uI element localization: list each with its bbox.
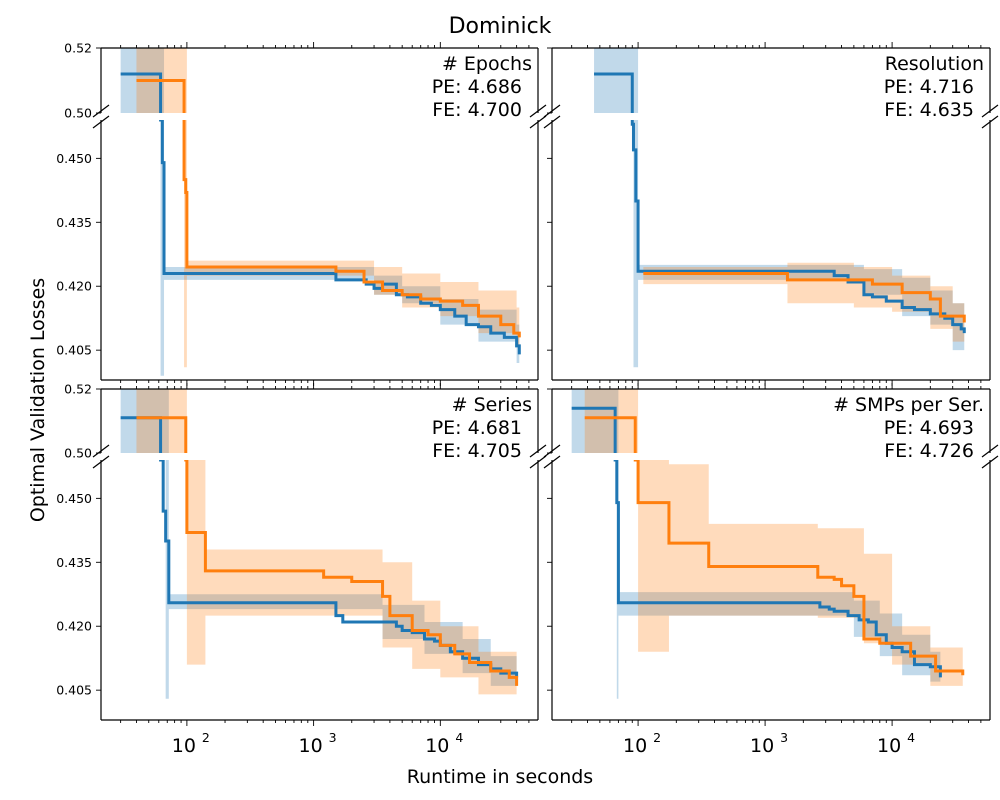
panel-epochs: 0.52 0.50 0.450 0.435 0.420 0.405 # EpochsPE: …: [56, 41, 547, 386]
panel-title: # Series: [452, 394, 532, 416]
y-tick-label: 0.435: [56, 215, 92, 230]
panel-title: # Epochs: [442, 53, 532, 75]
y-tick-label: 0.405: [56, 343, 92, 358]
x-tick-exponent: 3: [780, 730, 788, 745]
confidence-band-orange: [136, 389, 517, 699]
y-axis-label: Optimal Validation Losses: [27, 278, 49, 522]
x-tick-exponent: 4: [907, 730, 915, 745]
series-line-orange: [136, 416, 519, 686]
panel-title: # SMPs per Ser.: [833, 394, 984, 416]
axis-break-mark: [92, 115, 110, 129]
x-tick-label: 10: [750, 735, 774, 757]
panel-title: Resolution: [885, 53, 984, 75]
pe-score: PE: 4.693: [884, 417, 974, 439]
series-line-orange: [643, 271, 966, 323]
x-tick-label: 10: [877, 735, 901, 757]
fe-score: FE: 4.726: [884, 440, 974, 462]
y-tick-label: 0.50: [64, 106, 92, 121]
plot-area: [120, 48, 521, 376]
plot-area: [120, 389, 519, 699]
series-line-blue: [571, 406, 942, 678]
x-tick-exponent: 4: [455, 730, 463, 745]
axis-break-mark: [92, 104, 110, 118]
y-tick-label: 0.50: [64, 446, 92, 461]
y-tick-label: 0.52: [64, 382, 92, 397]
plot-area: [571, 389, 965, 699]
plot-area: [594, 48, 966, 368]
confidence-band-orange: [136, 48, 520, 368]
axis-break-mark: [529, 444, 547, 458]
axis-break-mark: [529, 455, 547, 469]
x-tick-label: 10: [172, 735, 196, 757]
pe-score: PE: 4.681: [432, 417, 522, 439]
confidence-band-orange: [584, 389, 963, 691]
y-tick-label: 0.435: [56, 555, 92, 570]
axis-break-mark: [92, 444, 110, 458]
axis-break-mark: [981, 115, 999, 129]
axis-break-mark: [92, 455, 110, 469]
fe-score: FE: 4.635: [884, 99, 974, 121]
axis-break-mark: [981, 455, 999, 469]
confidence-band-blue: [594, 48, 965, 368]
axis-break-mark: [529, 115, 547, 129]
x-tick-exponent: 2: [202, 730, 210, 745]
axis-break-mark: [543, 444, 561, 458]
pe-score: PE: 4.686: [432, 76, 522, 98]
x-tick-exponent: 3: [329, 730, 337, 745]
series-line-blue: [594, 72, 966, 334]
y-tick-label: 0.420: [56, 279, 92, 294]
pe-score: PE: 4.716: [884, 76, 974, 98]
x-tick-label: 10: [623, 735, 647, 757]
series-line-blue: [120, 72, 521, 355]
confidence-band-blue: [120, 389, 517, 699]
series-line-orange: [136, 79, 521, 338]
confidence-band-blue: [571, 389, 941, 699]
axis-break-mark: [529, 104, 547, 118]
x-tick-label: 10: [425, 735, 449, 757]
fe-score: FE: 4.700: [432, 99, 522, 121]
y-tick-label: 0.420: [56, 619, 92, 634]
confidence-band-orange: [643, 262, 965, 346]
axis-break-mark: [543, 115, 561, 129]
x-tick-exponent: 2: [653, 730, 661, 745]
y-tick-label: 0.405: [56, 683, 92, 698]
chart-title: Dominick: [449, 14, 552, 39]
axis-break-mark: [981, 104, 999, 118]
y-tick-label: 0.450: [56, 151, 92, 166]
y-tick-label: 0.450: [56, 491, 92, 506]
panel-series: 10 2 10 3 10 4 0.52 0.50 0.450 0.435 0.420 0.405 # S…: [56, 382, 547, 757]
axis-break-mark: [981, 444, 999, 458]
x-tick-label: 10: [299, 735, 323, 757]
x-axis-label: Runtime in seconds: [407, 766, 593, 788]
fe-score: FE: 4.705: [432, 440, 522, 462]
y-tick-label: 0.52: [64, 41, 92, 56]
axis-break-mark: [543, 455, 561, 469]
axis-break-mark: [543, 104, 561, 118]
series-line-orange: [584, 416, 965, 676]
